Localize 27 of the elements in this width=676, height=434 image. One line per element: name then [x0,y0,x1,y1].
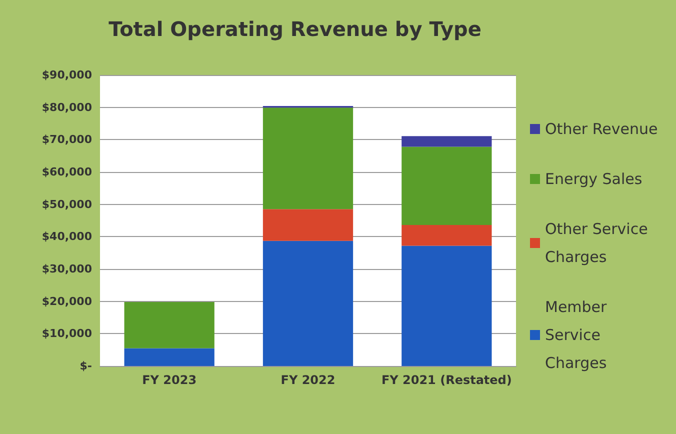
legend-label: Other Service Charges [545,220,653,266]
legend-label: Other Revenue [545,120,658,138]
x-tick-label: FY 2022 [280,373,336,387]
bar [124,302,214,348]
bar [262,209,354,241]
bar [402,225,492,246]
y-tick-label: $10,000 [42,327,92,340]
bar [124,348,214,366]
y-tick-label: $- [80,360,92,372]
y-tick-label: $40,000 [42,230,92,244]
bar [402,146,492,226]
legend-label: Member Service Charges [545,298,612,372]
y-tick-label: $20,000 [42,294,92,308]
bar [402,136,492,147]
y-tick-label: $60,000 [42,166,92,178]
x-tick-label: FY 2023 [142,373,197,387]
bar [402,246,492,366]
chart-title: Total Operating Revenue by Type [108,17,482,41]
x-tick-label: FY 2021 (Restated) [381,373,512,387]
legend-label: Energy Sales [545,170,642,188]
y-tick-label: $80,000 [42,100,92,114]
y-tick-label: $50,000 [42,198,92,211]
bar [262,240,354,366]
y-tick-label: $70,000 [42,133,92,146]
bar [262,108,354,210]
y-tick-label: $30,000 [42,262,92,276]
y-tick-label: $90,000 [42,68,92,82]
